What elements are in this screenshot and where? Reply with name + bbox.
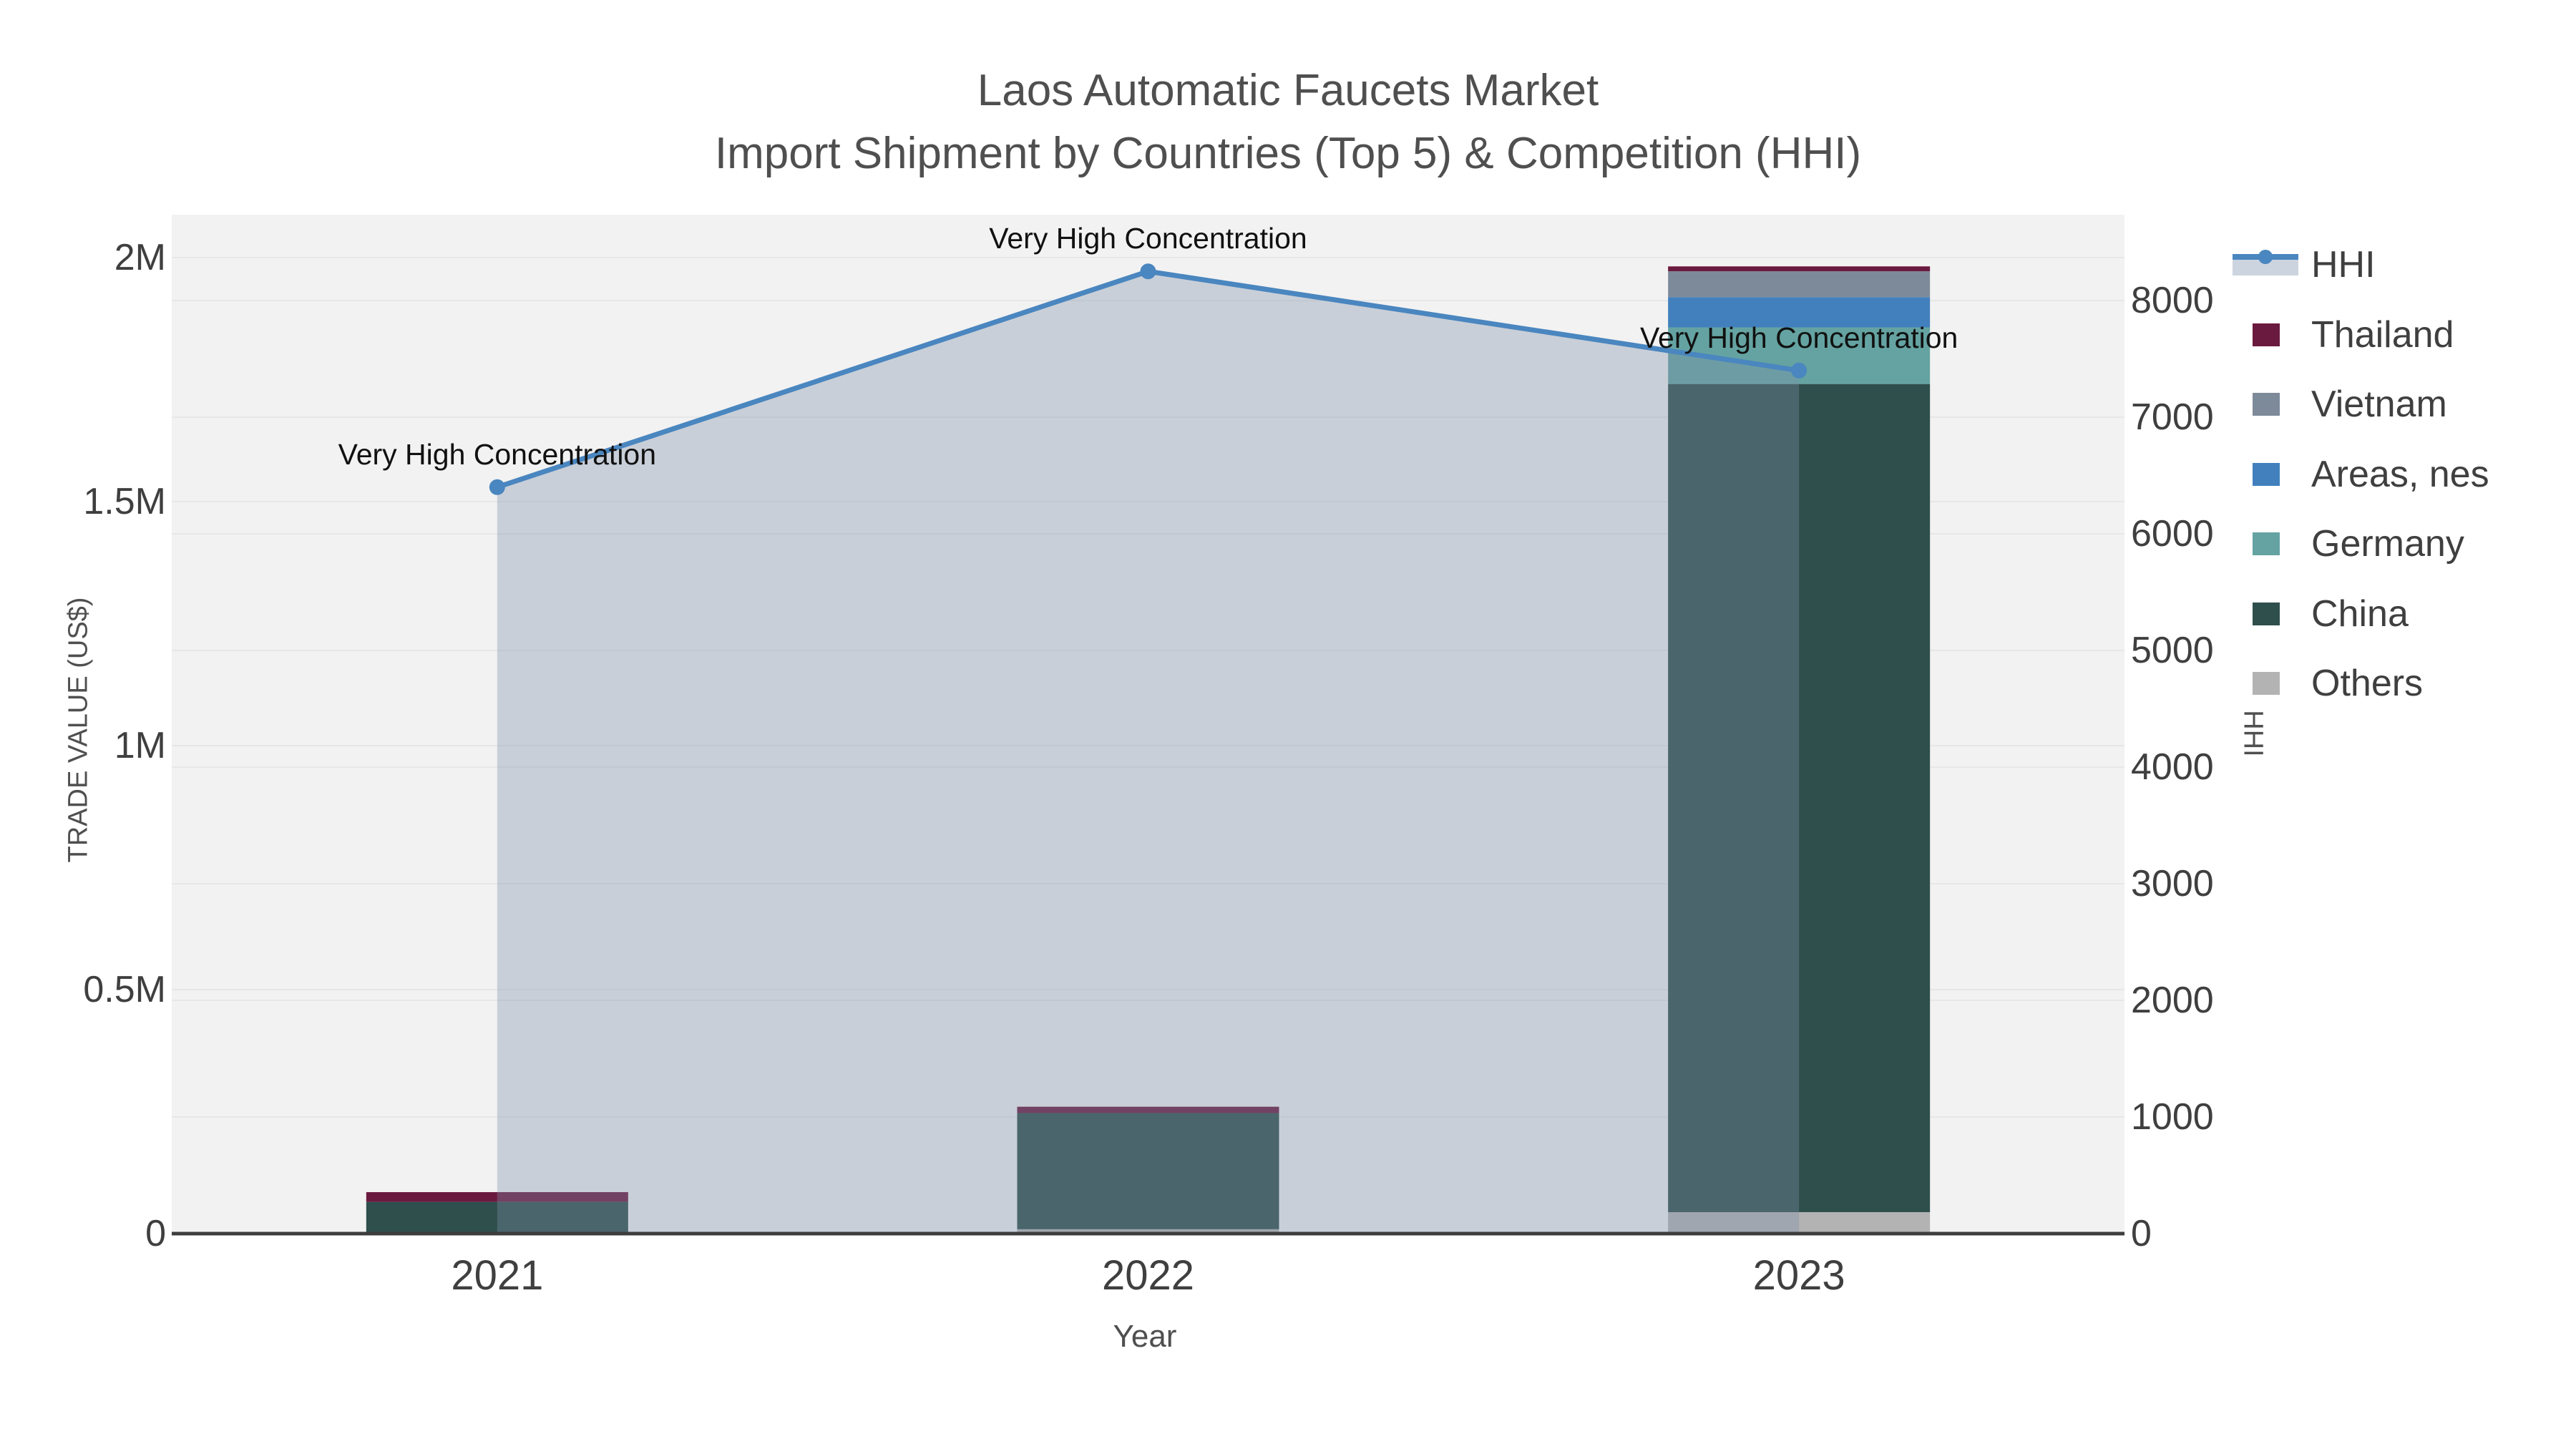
right-tick-8000: 8000: [2131, 280, 2214, 321]
bar-others-2023[interactable]: [1668, 1211, 1931, 1234]
left-tick-0.5M: 0.5M: [83, 969, 166, 1010]
left-tick-2M: 2M: [114, 237, 166, 278]
legend-label-china: China: [2311, 592, 2409, 635]
legend-item-areas-nes[interactable]: Areas, nes: [2223, 456, 2569, 493]
bar-china-2022[interactable]: [1017, 1113, 1279, 1229]
hhi-marker-2023[interactable]: [1791, 362, 1807, 379]
x-tick-2022: 2022: [1101, 1252, 1195, 1299]
legend-item-vietnam[interactable]: Vietnam: [2223, 386, 2569, 423]
legend-item-germany[interactable]: Germany: [2223, 525, 2569, 562]
hhi-legend-marker: [2258, 250, 2273, 264]
areas-nes-swatch: [2253, 462, 2280, 486]
right-axis-title: HHI: [2238, 710, 2268, 757]
legend-item-china[interactable]: China: [2223, 595, 2569, 633]
others-swatch: [2253, 672, 2280, 695]
legend-label-areas-nes: Areas, nes: [2311, 453, 2489, 495]
bar-areas-nes-2023[interactable]: [1668, 297, 1931, 328]
annotation-2021: Very High Concentration: [338, 437, 657, 471]
legend-item-hhi[interactable]: HHI: [2223, 246, 2569, 283]
annotation-2022: Very High Concentration: [989, 222, 1307, 255]
bar-vietnam-2023[interactable]: [1668, 271, 1931, 298]
legend-item-thailand[interactable]: Thailand: [2223, 316, 2569, 353]
right-tick-6000: 6000: [2131, 513, 2214, 555]
x-tick-2021: 2021: [451, 1252, 544, 1299]
legend-item-others[interactable]: Others: [2223, 665, 2569, 702]
legend-label-vietnam: Vietnam: [2311, 384, 2447, 425]
right-tick-5000: 5000: [2131, 630, 2214, 671]
bar-china-2021[interactable]: [366, 1201, 628, 1234]
legend: HHI Thailand Vietnam Areas, nes Germany China…: [2223, 238, 2569, 707]
bar-others-2022[interactable]: [1017, 1229, 1279, 1234]
right-tick-7000: 7000: [2131, 396, 2214, 438]
left-tick-1.5M: 1.5M: [83, 481, 166, 522]
hhi-marker-2021[interactable]: [489, 479, 505, 495]
bar-china-2023[interactable]: [1668, 384, 1931, 1212]
left-tick-0: 0: [145, 1213, 166, 1254]
bar-thailand-2021[interactable]: [366, 1192, 628, 1202]
vietnam-swatch: [2253, 393, 2280, 416]
thailand-swatch: [2253, 323, 2280, 346]
right-tick-2000: 2000: [2131, 980, 2214, 1021]
right-tick-0: 0: [2131, 1213, 2152, 1254]
legend-label-germany: Germany: [2311, 523, 2464, 565]
x-tick-2023: 2023: [1752, 1252, 1845, 1299]
bar-thailand-2022[interactable]: [1017, 1106, 1279, 1113]
right-tick-1000: 1000: [2131, 1096, 2214, 1138]
hhi-area-fill: [497, 271, 1800, 1234]
hhi-legend-fill: [2233, 260, 2298, 275]
chart-subtitle: Import Shipment by Countries (Top 5) & C…: [714, 129, 1862, 178]
right-tick-3000: 3000: [2131, 863, 2214, 904]
chart-title: Laos Automatic Faucets Market: [977, 66, 1599, 115]
left-tick-1M: 1M: [114, 725, 166, 766]
hhi-legend-sample: [2233, 250, 2298, 275]
legend-label-hhi: HHI: [2311, 244, 2376, 286]
hhi-marker-2022[interactable]: [1140, 263, 1156, 280]
legend-label-others: Others: [2311, 663, 2424, 704]
x-axis-title: Year: [1113, 1319, 1177, 1354]
germany-swatch: [2253, 532, 2280, 555]
legend-label-thailand: Thailand: [2311, 313, 2454, 356]
china-swatch: [2253, 602, 2280, 625]
annotation-2023: Very High Concentration: [1639, 321, 1958, 354]
right-tick-4000: 4000: [2131, 746, 2214, 788]
bar-thailand-2023[interactable]: [1668, 266, 1931, 272]
